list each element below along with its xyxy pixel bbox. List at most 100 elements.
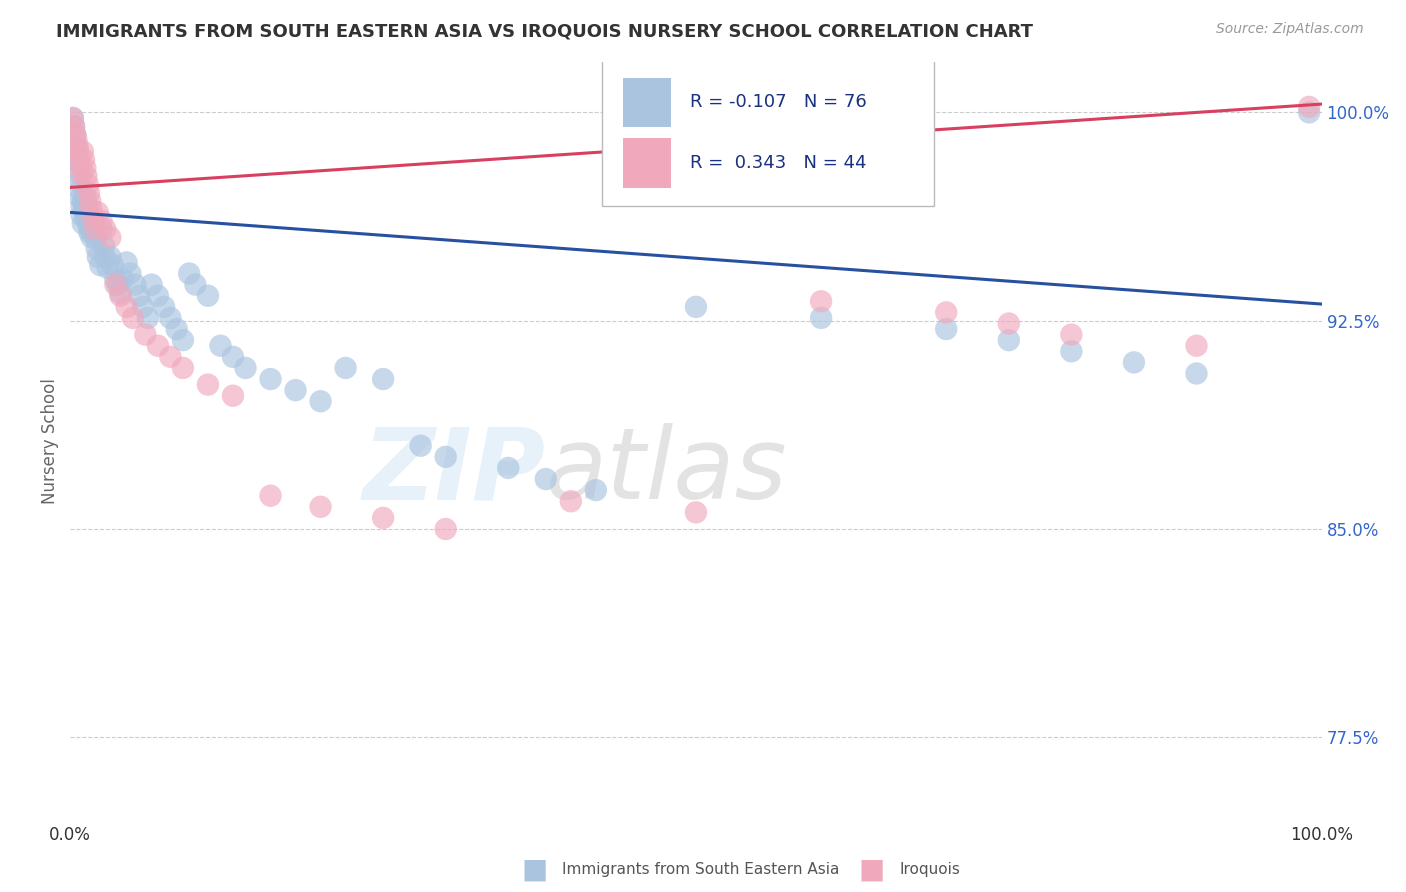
Point — [498, 461, 520, 475]
Point — [73, 202, 96, 217]
FancyBboxPatch shape — [623, 138, 671, 187]
Point — [222, 350, 245, 364]
Text: IMMIGRANTS FROM SOUTH EASTERN ASIA VS IROQUOIS NURSERY SCHOOL CORRELATION CHART: IMMIGRANTS FROM SOUTH EASTERN ASIA VS IR… — [56, 22, 1033, 40]
Point — [309, 500, 332, 514]
Point — [65, 128, 87, 142]
Point — [70, 208, 93, 222]
Text: Iroquois: Iroquois — [900, 863, 960, 877]
Text: Source: ZipAtlas.com: Source: ZipAtlas.com — [1216, 22, 1364, 37]
Point — [153, 300, 176, 314]
Point — [115, 255, 138, 269]
Point — [132, 300, 155, 314]
Point — [87, 250, 110, 264]
Point — [75, 188, 97, 202]
Point — [1185, 339, 1208, 353]
Y-axis label: Nursery School: Nursery School — [41, 378, 59, 505]
Point — [146, 339, 169, 353]
Point — [65, 128, 87, 142]
Point — [107, 277, 129, 292]
Point — [371, 372, 394, 386]
Point — [209, 339, 232, 353]
Point — [77, 225, 100, 239]
Point — [90, 222, 112, 236]
Text: ZIP: ZIP — [363, 424, 546, 520]
Point — [67, 167, 90, 181]
Point — [87, 205, 110, 219]
Point — [72, 194, 94, 209]
Point — [146, 289, 169, 303]
Point — [685, 300, 707, 314]
Point — [82, 211, 104, 225]
Point — [76, 217, 98, 231]
Point — [935, 322, 957, 336]
Point — [80, 202, 103, 217]
Point — [235, 360, 257, 375]
Point — [434, 522, 457, 536]
Point — [76, 178, 98, 192]
Point — [284, 383, 307, 397]
Point — [89, 258, 111, 272]
Point — [197, 289, 219, 303]
Point — [63, 120, 86, 134]
Point — [110, 289, 132, 303]
Point — [172, 333, 194, 347]
Point — [66, 155, 89, 169]
Point — [128, 289, 150, 303]
Point — [120, 267, 142, 281]
Point — [104, 277, 127, 292]
Point — [63, 120, 86, 134]
Point — [75, 161, 97, 175]
Point — [1060, 327, 1083, 342]
Point — [65, 133, 87, 147]
Point — [121, 310, 145, 325]
Point — [222, 389, 245, 403]
Point — [77, 211, 100, 225]
Point — [110, 285, 132, 300]
Point — [1060, 344, 1083, 359]
Point — [166, 322, 188, 336]
Point — [79, 222, 101, 236]
Point — [172, 360, 194, 375]
Point — [70, 167, 93, 181]
Point — [685, 505, 707, 519]
Point — [197, 377, 219, 392]
Point — [101, 258, 124, 272]
Point — [94, 250, 117, 264]
Point — [560, 494, 582, 508]
Point — [997, 333, 1019, 347]
FancyBboxPatch shape — [623, 78, 671, 127]
Point — [62, 111, 84, 125]
Point — [62, 111, 84, 125]
Point — [67, 175, 90, 189]
Text: R =  0.343   N = 44: R = 0.343 N = 44 — [690, 153, 866, 171]
Text: R = -0.107   N = 76: R = -0.107 N = 76 — [690, 93, 866, 111]
Point — [82, 211, 104, 225]
Point — [134, 327, 156, 342]
Point — [98, 230, 121, 244]
Point — [115, 300, 138, 314]
Point — [104, 272, 127, 286]
Point — [184, 277, 207, 292]
Text: Immigrants from South Eastern Asia: Immigrants from South Eastern Asia — [562, 863, 839, 877]
Point — [259, 489, 281, 503]
Point — [159, 310, 181, 325]
Point — [1122, 355, 1144, 369]
Point — [1298, 100, 1320, 114]
Point — [259, 372, 281, 386]
Point — [93, 238, 115, 252]
Point — [84, 230, 107, 244]
Point — [997, 317, 1019, 331]
Point — [75, 211, 97, 225]
Point — [371, 511, 394, 525]
Point — [335, 360, 357, 375]
Point — [90, 213, 112, 227]
Point — [66, 142, 89, 156]
Point — [585, 483, 607, 497]
Point — [409, 439, 432, 453]
Point — [79, 194, 101, 209]
Point — [97, 260, 120, 275]
Point — [94, 222, 117, 236]
Point — [309, 394, 332, 409]
Point — [76, 205, 98, 219]
Point — [86, 242, 108, 256]
